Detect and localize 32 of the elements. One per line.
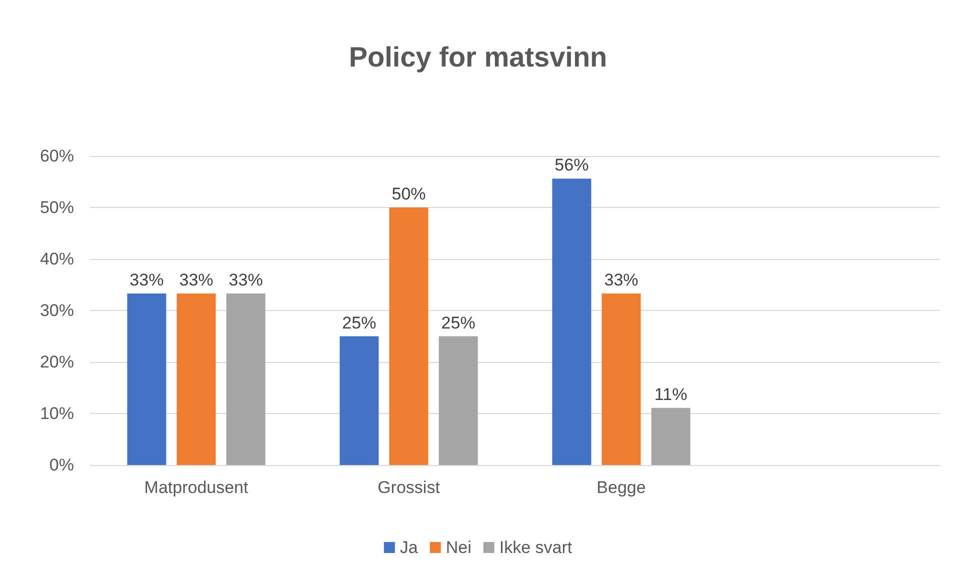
y-tick-label: 30% [40, 301, 74, 320]
data-label: 33% [604, 270, 638, 290]
data-label: 25% [441, 313, 476, 332]
x-tick-label: Matprodusent [144, 478, 248, 497]
legend-label: Ja [400, 538, 418, 557]
bar [602, 294, 641, 465]
x-tick-label: Grossist [378, 478, 440, 497]
x-tick-label: Begge [596, 478, 646, 497]
y-tick-label: 40% [40, 250, 74, 268]
y-tick-label: 20% [40, 352, 74, 372]
legend-label: Nei [446, 538, 472, 557]
data-label: 25% [342, 313, 376, 332]
data-label: 11% [654, 384, 688, 404]
data-label: 33% [130, 270, 164, 290]
bar [552, 178, 592, 465]
bar [226, 294, 266, 465]
legend-label: Ikke svart [499, 538, 572, 557]
y-tick-label: 50% [40, 198, 74, 217]
bar [340, 336, 379, 465]
data-label: 56% [554, 156, 589, 175]
bar [651, 408, 690, 465]
bar [127, 294, 166, 465]
bar [438, 336, 478, 465]
y-tick-label: 0% [49, 456, 74, 474]
y-tick-label: 60% [40, 146, 74, 166]
bar [389, 208, 428, 465]
chart-title: Policy for matsvinn [348, 42, 608, 72]
y-tick-label: 10% [40, 404, 74, 423]
data-label: 33% [228, 270, 263, 290]
bar [176, 294, 216, 465]
data-label: 33% [179, 270, 214, 290]
data-label: 50% [392, 184, 426, 204]
